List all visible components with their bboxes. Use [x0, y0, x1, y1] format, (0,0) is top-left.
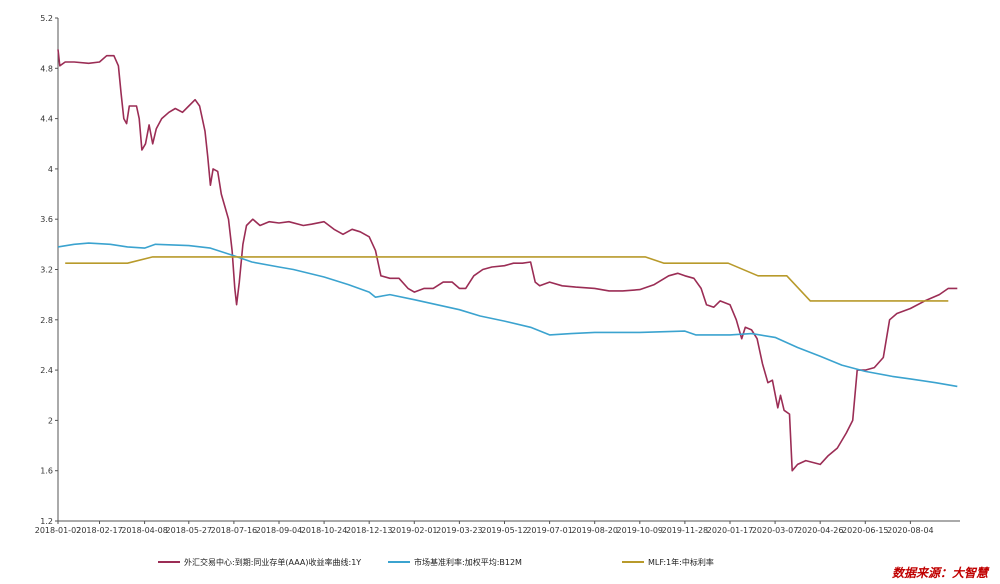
x-tick-label: 2018-02-17 [76, 526, 123, 535]
x-tick-label: 2020-01-17 [707, 526, 754, 535]
series-line-1 [57, 242, 958, 388]
x-tick-label: 2018-12-13 [346, 526, 393, 535]
x-tick-label: 2020-08-04 [887, 526, 934, 535]
x-tick-label: 2019-11-28 [662, 526, 709, 535]
y-tick-label: 4.4 [40, 115, 53, 124]
x-tick-label: 2020-06-15 [842, 526, 889, 535]
x-tick-label: 2018-01-02 [35, 526, 82, 535]
y-tick-label: 1.2 [40, 517, 53, 526]
chart-legend: 外汇交易中心:到期:同业存单(AAA)收益率曲线:1Y 市场基准利率:加权平均:B… [158, 557, 714, 567]
y-tick-label: 2.8 [40, 316, 53, 325]
x-tick-label: 2020-03-07 [752, 526, 799, 535]
x-tick-label: 2018-04-08 [121, 526, 168, 535]
series-line-0 [57, 49, 958, 472]
y-tick-label: 4 [48, 165, 53, 174]
legend-label-1: 市场基准利率:加权平均:B12M [414, 557, 522, 567]
x-tick-label: 2018-07-16 [211, 526, 258, 535]
y-tick-label: 5.2 [40, 14, 53, 23]
chart-axes: 1.21.622.42.83.23.644.44.85.22018-01-022… [35, 14, 960, 535]
x-tick-label: 2018-05-27 [166, 526, 213, 535]
y-tick-label: 2 [48, 416, 53, 425]
y-tick-label: 1.6 [40, 467, 53, 476]
x-tick-label: 2019-03-23 [436, 526, 483, 535]
y-tick-label: 3.6 [40, 215, 53, 224]
series-line-2 [65, 256, 949, 302]
data-source-label: 数据来源：大智慧 [891, 566, 988, 580]
x-tick-label: 2019-10-09 [617, 526, 664, 535]
x-tick-label: 2020-04-26 [797, 526, 844, 535]
x-tick-label: 2019-05-12 [481, 526, 528, 535]
x-tick-label: 2019-08-20 [571, 526, 618, 535]
legend-label-0: 外汇交易中心:到期:同业存单(AAA)收益率曲线:1Y [184, 557, 361, 567]
x-tick-label: 2018-10-24 [301, 526, 348, 535]
x-tick-label: 2019-02-01 [391, 526, 438, 535]
x-tick-label: 2019-07-01 [526, 526, 573, 535]
y-tick-label: 4.8 [40, 64, 53, 73]
y-tick-label: 3.2 [40, 266, 53, 275]
x-tick-label: 2018-09-04 [256, 526, 303, 535]
y-tick-label: 2.4 [40, 366, 53, 375]
chart-series-layer [57, 49, 958, 472]
legend-label-2: MLF:1年:中标利率 [648, 557, 714, 567]
